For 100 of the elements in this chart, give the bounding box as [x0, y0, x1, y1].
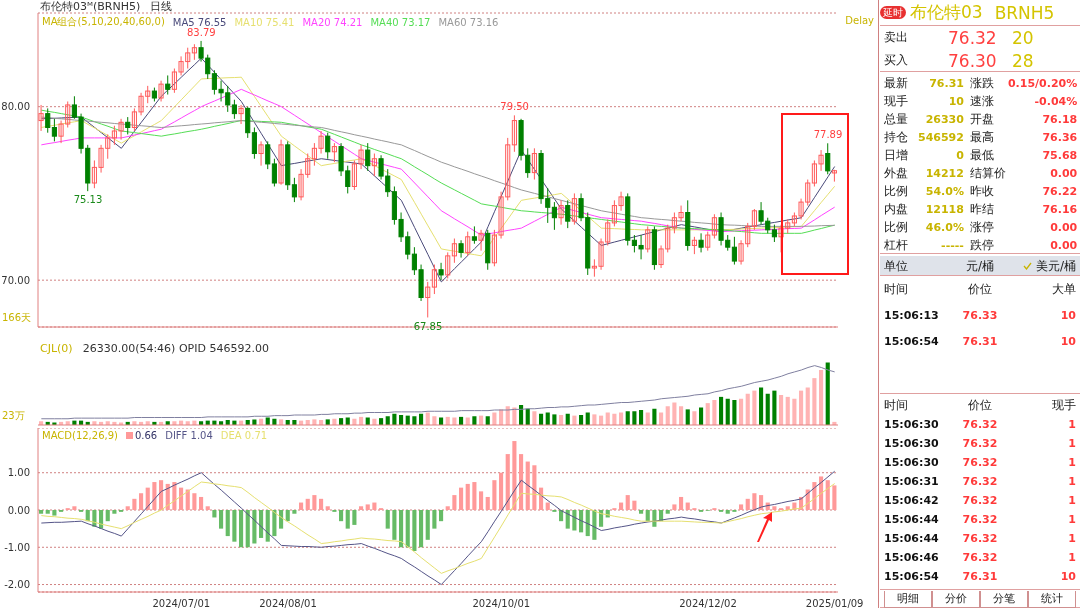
- text: -0.04%: [1033, 94, 1078, 108]
- candlestick: [698, 232, 704, 253]
- bar: [225, 510, 230, 537]
- bar: [685, 409, 690, 425]
- text: 75.68: [1041, 148, 1078, 162]
- bar: [219, 510, 224, 529]
- text: 跌停: [968, 236, 995, 254]
- bar: [805, 387, 810, 425]
- candlestick: [278, 139, 284, 186]
- x-tick-label: 2024/10/01: [472, 598, 531, 608]
- y-tick-label: 70.00: [1, 274, 30, 286]
- bar: [812, 378, 817, 425]
- bar: [825, 480, 830, 510]
- bar: [252, 510, 257, 544]
- bar: [792, 398, 797, 425]
- bar: [292, 510, 297, 514]
- bar: [412, 510, 417, 551]
- candlestick: [371, 153, 377, 177]
- bar: [432, 510, 437, 529]
- bar: [672, 402, 677, 425]
- bar: [265, 510, 270, 542]
- text: 延时: [880, 6, 906, 19]
- text: 1: [1067, 456, 1076, 469]
- bar: [39, 510, 44, 514]
- text: 76.31: [928, 76, 964, 90]
- candlestick: [565, 199, 571, 229]
- bar: [712, 400, 717, 425]
- bar: [279, 510, 284, 529]
- bar: [139, 493, 144, 510]
- text: 昨结: [968, 200, 995, 218]
- text: 76.30: [948, 50, 998, 71]
- candlestick: [571, 192, 577, 226]
- x-tick-label: 2024/12/02: [679, 598, 737, 608]
- annotation: 67.85: [413, 320, 443, 332]
- bar: [819, 370, 824, 425]
- candlestick: [551, 201, 557, 231]
- text: 76.32: [961, 475, 999, 488]
- bar: [52, 510, 57, 516]
- text: 1: [1067, 513, 1076, 526]
- text: 76.33: [961, 308, 999, 322]
- text: 速涨: [968, 92, 995, 110]
- candlestick: [231, 99, 237, 120]
- text: 15:06:31: [884, 475, 940, 488]
- bar: [725, 510, 730, 514]
- text: 比例: [884, 218, 909, 236]
- bar: [72, 506, 77, 510]
- text: 现手: [884, 92, 909, 110]
- text: 分笔: [980, 590, 1028, 608]
- bar: [365, 504, 370, 510]
- bar: [739, 398, 744, 425]
- text: 26330: [924, 112, 964, 126]
- chart-subtitle: 日线: [150, 0, 173, 13]
- text: 20: [1012, 27, 1035, 48]
- bar: [679, 496, 684, 510]
- bar: [419, 510, 424, 548]
- bar: [532, 411, 537, 425]
- text: 76.36: [1041, 130, 1078, 144]
- text: 1: [1067, 418, 1076, 431]
- candlestick: [365, 142, 371, 172]
- x-tick-label: 2024/07/01: [152, 598, 211, 608]
- candlestick: [51, 118, 57, 142]
- text: 开盘: [968, 110, 995, 128]
- bar: [725, 398, 730, 425]
- text: 0.00: [1049, 220, 1078, 234]
- candlestick: [158, 80, 164, 102]
- text: Delay: [845, 15, 874, 26]
- candlestick: [705, 231, 711, 252]
- bar: [199, 496, 204, 510]
- bar: [732, 400, 737, 425]
- bar: [665, 406, 670, 425]
- candlestick: [445, 251, 451, 279]
- bar: [772, 506, 777, 510]
- text: 1: [1067, 532, 1076, 545]
- y-tick-label: 80.00: [1, 101, 30, 113]
- candlestick: [531, 147, 537, 181]
- candlestick: [458, 239, 464, 259]
- bar: [299, 502, 304, 510]
- bar: [359, 506, 364, 510]
- text: 日增: [884, 146, 909, 164]
- text: 15:06:42: [884, 494, 940, 507]
- bar: [599, 510, 604, 527]
- text: 最高: [968, 128, 995, 146]
- bar: [339, 510, 344, 522]
- candlestick: [645, 225, 651, 253]
- text: DEA 0.71: [220, 430, 268, 441]
- text: 外盘: [884, 164, 909, 182]
- text: MA20 74.21: [302, 15, 363, 29]
- text: 0.00: [1049, 166, 1078, 180]
- bar: [399, 510, 404, 548]
- text: 76.32: [961, 437, 999, 450]
- bar: [745, 498, 750, 510]
- text: 统计: [1028, 590, 1076, 608]
- bar: [719, 396, 724, 425]
- text: 1: [1067, 551, 1076, 564]
- candlestick: [711, 213, 717, 240]
- x-tick-label: 2024/08/01: [259, 598, 317, 608]
- text: 1: [1067, 437, 1076, 450]
- bar: [772, 390, 777, 425]
- text: 大单: [1051, 280, 1076, 298]
- bar: [745, 393, 750, 425]
